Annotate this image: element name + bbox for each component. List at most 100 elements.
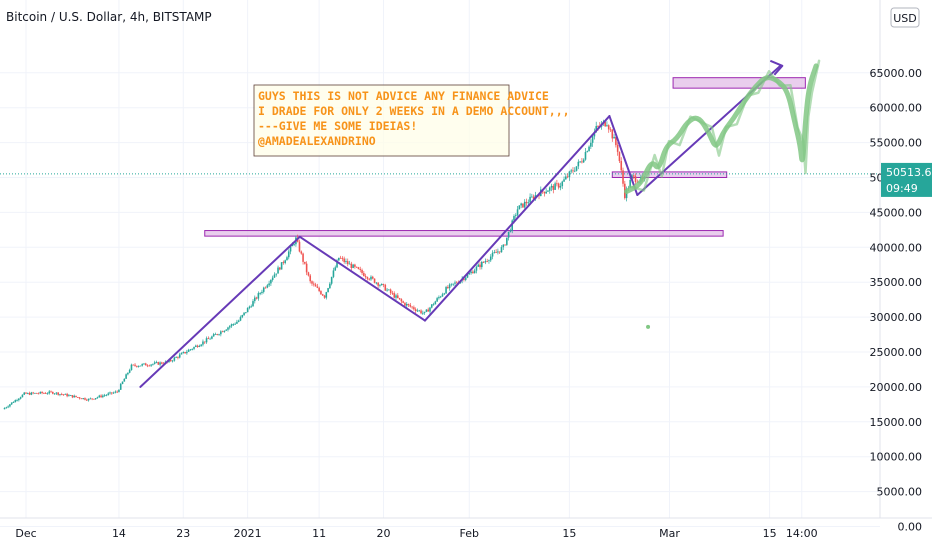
- candle-body: [91, 398, 93, 400]
- candle-body: [52, 391, 54, 394]
- candle-body: [132, 364, 135, 366]
- candle-body: [343, 258, 345, 263]
- candle-body: [489, 256, 492, 261]
- candlestick-series: [3, 119, 646, 410]
- candle-body: [43, 393, 45, 394]
- candle-body: [261, 291, 263, 294]
- candle-body: [161, 362, 163, 364]
- candle-body: [554, 183, 556, 190]
- trendline-2[interactable]: [298, 235, 426, 322]
- candle-body: [522, 203, 524, 208]
- candle-body: [16, 400, 18, 401]
- candle-body: [470, 271, 472, 274]
- candle-body: [455, 282, 458, 284]
- candle-body: [441, 294, 444, 297]
- candle-body: [298, 241, 301, 252]
- candle-body: [195, 345, 197, 347]
- candle-body: [302, 253, 304, 262]
- candle-body: [547, 190, 549, 192]
- candle-body: [152, 363, 154, 365]
- candle-body: [568, 171, 571, 178]
- candle-body: [114, 391, 117, 393]
- candle-body: [28, 392, 31, 395]
- candle-body: [123, 378, 126, 382]
- support-zone[interactable]: [204, 230, 724, 237]
- trendline-4[interactable]: [608, 115, 639, 196]
- trendline-1[interactable]: [139, 235, 301, 388]
- y-axis[interactable]: 0.00 5000.00 10000.00 15000.00 20000.00 25000…: [870, 67, 923, 534]
- annotation-box[interactable]: GUYS THIS IS NOT ADVICE ANY FINANCE ADVI…: [253, 84, 570, 157]
- candle-body: [98, 395, 101, 398]
- candle-body: [280, 262, 283, 270]
- resistance-zone-mid[interactable]: [611, 171, 728, 179]
- candle-body: [77, 397, 79, 398]
- candle-body: [493, 252, 496, 254]
- candle-body: [548, 187, 551, 191]
- candle-body: [409, 304, 412, 307]
- candle-body: [388, 289, 390, 291]
- candle-body: [370, 276, 372, 280]
- candle-body: [96, 397, 99, 399]
- candle-body: [395, 295, 397, 298]
- candle-body: [498, 251, 501, 253]
- candle-body: [332, 270, 335, 277]
- candle-body: [23, 392, 26, 395]
- x-axis[interactable]: Dec 14 23 2021 11 20 Feb 15 Mar 15 14:00: [15, 527, 817, 540]
- candle-body: [10, 402, 13, 405]
- candle-body: [346, 261, 349, 265]
- candle-body: [223, 330, 226, 332]
- candle-body: [354, 264, 356, 267]
- candle-body: [350, 263, 353, 268]
- candle-body: [500, 247, 503, 253]
- candle-body: [26, 392, 29, 394]
- candle-body: [529, 196, 531, 203]
- x-tick-label: 2021: [234, 527, 262, 540]
- candle-body: [472, 271, 474, 274]
- candle-body: [271, 277, 274, 280]
- candle-body: [473, 270, 476, 274]
- candle-body: [100, 395, 102, 398]
- candle-body: [93, 398, 95, 400]
- candle-body: [327, 288, 329, 293]
- candle-body: [239, 317, 242, 321]
- candle-body: [377, 282, 379, 286]
- candle-body: [445, 287, 447, 294]
- candle-body: [218, 334, 220, 336]
- trendline-3[interactable]: [423, 115, 611, 322]
- candle-body: [304, 261, 306, 264]
- candle-body: [436, 298, 438, 302]
- candle-body: [262, 287, 265, 292]
- projection-drawing: [624, 59, 821, 329]
- candle-body: [316, 286, 319, 288]
- last-price-value: 50513.66: [886, 166, 932, 179]
- candle-body: [559, 186, 562, 188]
- candle-body: [191, 348, 194, 350]
- candle-body: [320, 291, 322, 295]
- candle-body: [468, 273, 471, 275]
- resistance-zone-top[interactable]: [672, 77, 806, 89]
- projection-stroke[interactable]: [624, 63, 819, 194]
- candle-body: [14, 400, 17, 403]
- candle-body: [66, 393, 68, 397]
- candle-body: [234, 323, 236, 325]
- candle-body: [87, 398, 90, 401]
- annotation-line-3: ---GIVE ME SOME IDEIAS!: [258, 119, 417, 133]
- candle-body: [55, 392, 58, 394]
- candle-body: [228, 326, 231, 328]
- candle-body: [146, 365, 149, 367]
- candle-body: [556, 183, 558, 185]
- candle-body: [357, 267, 360, 270]
- candle-body: [136, 365, 138, 367]
- candle-body: [236, 321, 238, 324]
- candle-body: [39, 391, 42, 394]
- candle-body: [84, 398, 86, 400]
- candle-body: [502, 244, 505, 248]
- candle-body: [386, 289, 388, 291]
- candle-body: [380, 283, 383, 286]
- currency-button[interactable]: USD: [890, 7, 920, 28]
- candle-body: [53, 393, 56, 395]
- y-tick-label: 60000.00: [870, 102, 923, 115]
- candle-body: [18, 398, 20, 401]
- candle-body: [94, 398, 97, 400]
